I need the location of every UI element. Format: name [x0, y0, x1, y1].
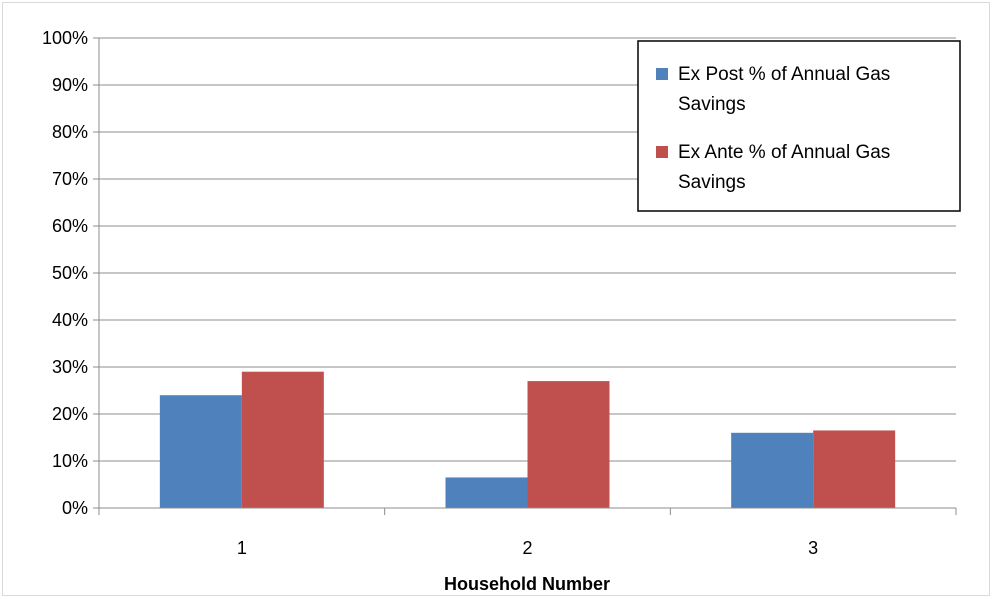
bar-ex-post-household-2 [445, 477, 528, 508]
legend-swatch [656, 146, 668, 158]
y-tick-label: 100% [42, 28, 88, 48]
y-tick-label: 10% [52, 451, 88, 471]
legend: Ex Post % of Annual Gas Savings Ex Ante % … [637, 40, 961, 212]
y-tick-label: 60% [52, 216, 88, 236]
legend-label: Ex Ante % of Annual Gas [678, 142, 890, 163]
legend-swatch [656, 68, 668, 80]
axes [93, 37, 957, 515]
x-tick-label: 1 [237, 538, 247, 558]
bar-ex-ante-household-1 [241, 371, 324, 508]
x-tick-labels: 1 2 3 [237, 538, 818, 558]
bar-ex-ante-household-3 [813, 430, 896, 508]
y-tick-label: 0% [62, 498, 88, 518]
y-tick-label: 70% [52, 169, 88, 189]
legend-label: Ex Post % of Annual Gas [678, 64, 890, 85]
y-tick-label: 90% [52, 75, 88, 95]
bar-ex-ante-household-2 [527, 381, 610, 508]
y-tick-labels: 0% 10% 20% 30% 40% 50% 60% 70% 80% 90% 100% [42, 28, 88, 518]
x-axis-title: Household Number [444, 574, 610, 594]
y-tick-label: 80% [52, 122, 88, 142]
x-tick-label: 3 [808, 538, 818, 558]
legend-label: Savings [678, 172, 746, 193]
bars [159, 371, 896, 508]
legend-label: Savings [678, 94, 746, 115]
legend-box [637, 40, 961, 212]
y-tick-label: 30% [52, 357, 88, 377]
y-tick-label: 40% [52, 310, 88, 330]
bar-ex-post-household-3 [731, 432, 814, 508]
x-tick-label: 2 [522, 538, 532, 558]
y-tick-label: 50% [52, 263, 88, 283]
bar-ex-post-household-1 [159, 395, 242, 508]
y-tick-label: 20% [52, 404, 88, 424]
